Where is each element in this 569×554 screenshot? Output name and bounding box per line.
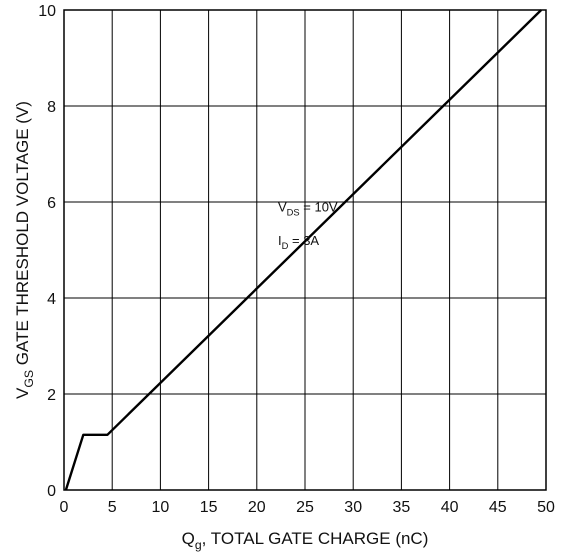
condition-annotation: VDS = 10V [278,200,338,218]
x-tick-label: 10 [152,499,170,516]
y-tick-label: 6 [47,195,56,212]
x-tick-label: 30 [344,499,362,516]
y-tick-label: 4 [47,291,56,308]
x-tick-label: 0 [60,499,69,516]
plot-frame [63,9,547,491]
x-tick-labels: 0 5 10 15 20 25 30 35 40 45 50 [60,499,555,516]
y-axis-label: VGS GATE THRESHOLD VOLTAGE (V) [13,101,36,399]
series-group [64,9,543,491]
gate-charge-curve [64,9,543,491]
x-axis-label: Qg, TOTAL GATE CHARGE (nC) [182,529,429,552]
condition-annotation: ID = 3A [278,233,319,251]
y-tick-label: 10 [38,3,56,20]
annotations: VDS = 10V ID = 3A [278,200,338,252]
x-tick-label: 50 [537,499,555,516]
x-tick-label: 5 [108,499,117,516]
x-tick-label: 15 [200,499,218,516]
chart-grid [63,9,547,491]
x-tick-label: 40 [441,499,459,516]
x-tick-label: 45 [489,499,507,516]
x-tick-label: 25 [296,499,314,516]
y-tick-labels: 0 2 4 6 8 10 [38,3,56,500]
y-tick-label: 0 [47,483,56,500]
x-tick-label: 35 [393,499,411,516]
x-tick-label: 20 [248,499,266,516]
y-tick-label: 8 [47,99,56,116]
y-tick-label: 2 [47,387,56,404]
